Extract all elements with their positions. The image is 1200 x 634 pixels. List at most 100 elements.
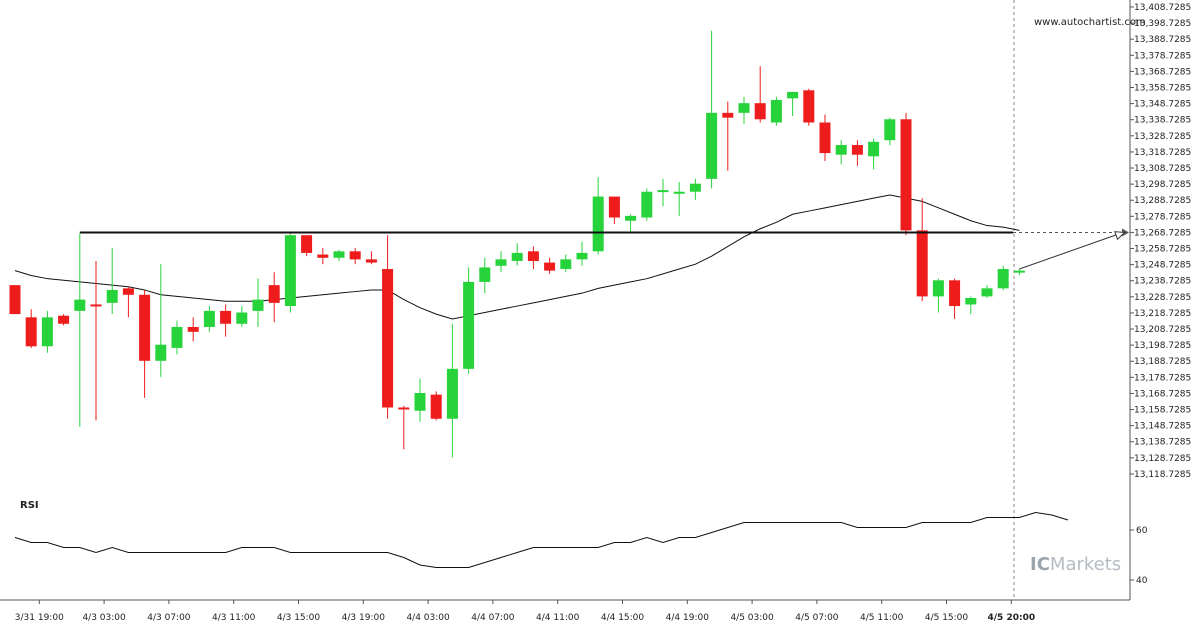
- annotation-layer: [79, 228, 1129, 270]
- bullish-candle-body: [592, 196, 604, 252]
- bullish-candle-body: [625, 215, 637, 221]
- bullish-candle-body: [252, 299, 264, 311]
- time-tick-label: 3/31 19:00: [15, 613, 64, 623]
- bullish-candle-body: [835, 145, 847, 155]
- moving-average-line: [14, 194, 1020, 320]
- bearish-candle-body: [398, 407, 410, 410]
- bullish-candle-body: [171, 326, 183, 348]
- bullish-candle-body: [965, 298, 977, 305]
- price-tick-label: 13,318.7285: [1134, 148, 1191, 158]
- bullish-candle-body: [560, 259, 572, 270]
- bearish-candle-body: [122, 288, 134, 295]
- bullish-candle-body: [997, 269, 1009, 289]
- rsi-tick-label: 60: [1136, 526, 1148, 536]
- price-tick-label: 13,178.7285: [1134, 373, 1191, 383]
- time-tick-label: 4/4 15:00: [601, 613, 645, 623]
- time-tick-label: 4/3 03:00: [82, 613, 126, 623]
- bullish-candle-body: [495, 259, 507, 266]
- bullish-candle-body: [673, 191, 685, 194]
- bullish-candle-body: [689, 183, 701, 192]
- bullish-candle-body: [41, 317, 53, 347]
- tick-label-layer: 13,408.7285 13,398.7285 13,388.7285 13,378.…: [15, 3, 1191, 623]
- bullish-candle-body: [657, 190, 669, 193]
- price-tick-label: 13,258.7285: [1134, 245, 1191, 255]
- bullish-candle-body: [738, 103, 750, 113]
- rsi-tick-label: 40: [1136, 576, 1148, 586]
- bullish-candle-body: [770, 99, 782, 123]
- bearish-candle-body: [268, 285, 280, 303]
- price-tick-label: 13,338.7285: [1134, 116, 1191, 126]
- price-tick-label: 13,358.7285: [1134, 84, 1191, 94]
- price-tick-label: 13,168.7285: [1134, 389, 1191, 399]
- time-tick-label: 4/5 03:00: [730, 613, 774, 623]
- forecast-line: [1019, 233, 1119, 270]
- time-tick-label: 4/4 07:00: [471, 613, 515, 623]
- bearish-candle-body: [9, 285, 21, 315]
- bearish-candle-body: [544, 262, 556, 271]
- time-tick-label: 4/4 03:00: [406, 613, 450, 623]
- bearish-candle-body: [25, 317, 37, 347]
- bullish-candle-body: [203, 310, 215, 327]
- bearish-candle-body: [220, 310, 232, 324]
- price-tick-label: 13,388.7285: [1134, 35, 1191, 45]
- price-tick-label: 13,208.7285: [1134, 325, 1191, 335]
- bullish-candle-body: [446, 368, 458, 419]
- price-tick-label: 13,248.7285: [1134, 261, 1191, 271]
- bearish-candle-body: [90, 304, 102, 307]
- price-tick-label: 13,308.7285: [1134, 164, 1191, 174]
- rsi-panel: [14, 511, 1134, 581]
- bullish-candle-body: [981, 288, 993, 297]
- time-tick-label: 4/3 07:00: [147, 613, 191, 623]
- bearish-candle-body: [754, 103, 766, 120]
- forecast-arrowhead: [1114, 231, 1126, 241]
- brand-prefix: IC: [1030, 554, 1050, 575]
- price-tick-label: 13,158.7285: [1134, 406, 1191, 416]
- price-tick-label: 13,328.7285: [1134, 132, 1191, 142]
- price-tick-label: 13,118.7285: [1134, 470, 1191, 480]
- price-tick-label: 13,148.7285: [1134, 422, 1191, 432]
- time-tick-label: 4/5 07:00: [795, 613, 839, 623]
- bullish-candle-body: [236, 312, 248, 324]
- price-tick-label: 13,368.7285: [1134, 67, 1191, 77]
- price-tick-label: 13,278.7285: [1134, 212, 1191, 222]
- bullish-candle-body: [155, 344, 167, 361]
- time-tick-label: 4/3 11:00: [212, 613, 256, 623]
- price-tick-label: 13,348.7285: [1134, 100, 1191, 110]
- price-tick-label: 13,408.7285: [1134, 3, 1191, 13]
- bearish-candle-body: [722, 112, 734, 118]
- price-tick-label: 13,238.7285: [1134, 277, 1191, 287]
- price-tick-label: 13,398.7285: [1134, 19, 1191, 29]
- bearish-candle-body: [187, 326, 199, 332]
- time-tick-label: 4/3 15:00: [277, 613, 321, 623]
- bearish-candle-body: [803, 90, 815, 123]
- bearish-candle-body: [139, 294, 151, 361]
- time-tick-label: 4/3 19:00: [342, 613, 386, 623]
- moving-average-layer: [14, 194, 1020, 320]
- candlestick-layer: [9, 30, 1025, 458]
- bullish-candle-body: [706, 112, 718, 179]
- bullish-candle-body: [74, 299, 86, 311]
- bullish-candle-body: [932, 280, 944, 297]
- price-tick-label: 13,288.7285: [1134, 196, 1191, 206]
- price-tick-label: 13,188.7285: [1134, 357, 1191, 367]
- price-tick-label: 13,268.7285: [1134, 228, 1191, 238]
- brand-logo: ICMarkets: [1030, 554, 1121, 575]
- bearish-candle-body: [430, 394, 442, 419]
- price-tick-label: 13,228.7285: [1134, 293, 1191, 303]
- rsi-label: RSI: [20, 500, 39, 511]
- time-tick-label: 4/4 19:00: [666, 613, 710, 623]
- price-tick-label: 13,198.7285: [1134, 341, 1191, 351]
- bearish-candle-body: [819, 122, 831, 154]
- bearish-candle-body: [58, 315, 70, 324]
- bearish-candle-body: [301, 235, 313, 253]
- bullish-candle-body: [414, 393, 426, 411]
- rsi-line: [14, 511, 1069, 568]
- bullish-candle-body: [787, 91, 799, 99]
- bullish-candle-body: [576, 252, 588, 260]
- bullish-candle-body: [463, 281, 475, 369]
- brand-suffix: Markets: [1050, 554, 1121, 575]
- bullish-candle-body: [479, 267, 491, 282]
- price-tick-label: 13,138.7285: [1134, 438, 1191, 448]
- price-tick-label: 13,218.7285: [1134, 309, 1191, 319]
